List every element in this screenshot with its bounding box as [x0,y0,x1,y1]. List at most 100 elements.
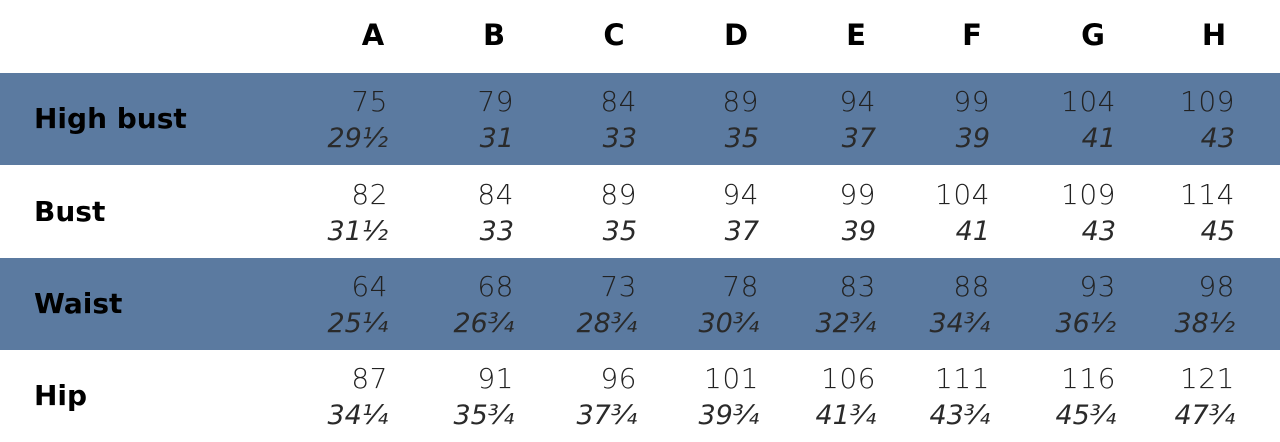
measurement-row-bust: Bust 82 31½ 84 33 89 35 94 37 99 39 104 41 109 43 114 45 [0,166,1280,258]
size-column-d: D [723,18,749,52]
cm-value: 94 [839,85,876,118]
size-column-e: E [846,18,866,52]
inch-value: 39 [955,123,990,154]
cm-value: 104 [1061,85,1116,118]
inch-value: 34¼ [327,400,388,431]
size-cell: 99 39 [756,166,876,258]
cm-value: 94 [722,178,759,211]
cm-value: 68 [477,270,514,303]
size-cell: 111 43¾ [870,350,990,442]
measurement-row-high-bust: High bust 75 29½ 79 31 84 33 89 35 94 37 99 39 104 41 1… [0,73,1280,165]
cm-value: 96 [600,362,637,395]
measurement-row-hip: Hip 87 34¼ 91 35¾ 96 37¾ 101 39¾ 106 41¾ 111 43¾ 116 4… [0,350,1280,442]
inch-value: 26¾ [453,308,514,339]
cm-value: 106 [821,362,876,395]
inch-value: 34¾ [929,308,990,339]
size-cell: 98 38½ [1115,258,1235,350]
size-cell: 64 25¼ [268,258,388,350]
cm-value: 84 [600,85,637,118]
measurement-label: Hip [34,379,88,412]
inch-value: 25¼ [327,308,388,339]
cm-value: 64 [351,270,388,303]
cm-value: 109 [1180,85,1235,118]
inch-value: 31 [479,123,514,154]
size-cell: 84 33 [394,166,514,258]
inch-value: 38½ [1174,308,1235,339]
size-cell: 101 39¾ [639,350,759,442]
measurement-label: Waist [34,287,123,320]
cm-value: 88 [953,270,990,303]
inch-value: 45¾ [1055,400,1116,431]
cm-value: 78 [722,270,759,303]
size-cell: 104 41 [870,166,990,258]
inch-value: 45 [1200,216,1235,247]
size-column-h: H [1201,18,1227,52]
inch-value: 39 [841,216,876,247]
inch-value: 43 [1200,123,1235,154]
inch-value: 43¾ [929,400,990,431]
inch-value: 31½ [327,216,388,247]
size-cell: 114 45 [1115,166,1235,258]
cm-value: 99 [953,85,990,118]
cm-value: 83 [839,270,876,303]
inch-value: 37 [841,123,876,154]
cm-value: 89 [600,178,637,211]
measurement-label: High bust [34,102,187,135]
size-column-g: G [1081,18,1105,52]
cm-value: 73 [600,270,637,303]
size-cell: 78 30¾ [639,258,759,350]
inch-value: 47¾ [1174,400,1235,431]
inch-value: 41 [955,216,990,247]
cm-value: 99 [839,178,876,211]
inch-value: 36½ [1055,308,1116,339]
cm-value: 91 [477,362,514,395]
size-cell: 79 31 [394,73,514,165]
size-cell: 106 41¾ [756,350,876,442]
size-cell: 94 37 [756,73,876,165]
cm-value: 114 [1180,178,1235,211]
size-cell: 89 35 [639,73,759,165]
inch-value: 35 [724,123,759,154]
inch-value: 35 [602,216,637,247]
measurement-row-waist: Waist 64 25¼ 68 26¾ 73 28¾ 78 30¾ 83 32¾ 88 34¾ 93 36½… [0,258,1280,350]
size-column-f: F [962,18,982,52]
cm-value: 93 [1079,270,1116,303]
size-cell: 99 39 [870,73,990,165]
size-cell: 109 43 [1115,73,1235,165]
cm-value: 111 [935,362,990,395]
inch-value: 43 [1081,216,1116,247]
cm-value: 121 [1180,362,1235,395]
inch-value: 41 [1081,123,1116,154]
size-cell: 83 32¾ [756,258,876,350]
size-column-b: B [482,18,506,52]
measurement-label: Bust [34,195,106,228]
inch-value: 37¾ [576,400,637,431]
size-cell: 75 29½ [268,73,388,165]
cm-value: 75 [351,85,388,118]
inch-value: 41¾ [815,400,876,431]
size-cell: 91 35¾ [394,350,514,442]
size-column-c: C [603,18,625,52]
inch-value: 33 [479,216,514,247]
inch-value: 29½ [327,123,388,154]
inch-value: 39¾ [698,400,759,431]
size-cell: 73 28¾ [517,258,637,350]
inch-value: 30¾ [698,308,759,339]
size-cell: 109 43 [996,166,1116,258]
size-cell: 82 31½ [268,166,388,258]
size-cell: 89 35 [517,166,637,258]
size-cell: 96 37¾ [517,350,637,442]
size-cell: 93 36½ [996,258,1116,350]
inch-value: 32¾ [815,308,876,339]
size-cell: 87 34¼ [268,350,388,442]
size-cell: 116 45¾ [996,350,1116,442]
cm-value: 87 [351,362,388,395]
size-column-a: A [361,18,385,52]
size-cell: 84 33 [517,73,637,165]
cm-value: 84 [477,178,514,211]
inch-value: 28¾ [576,308,637,339]
size-cell: 121 47¾ [1115,350,1235,442]
inch-value: 35¾ [453,400,514,431]
size-cell: 88 34¾ [870,258,990,350]
cm-value: 104 [935,178,990,211]
